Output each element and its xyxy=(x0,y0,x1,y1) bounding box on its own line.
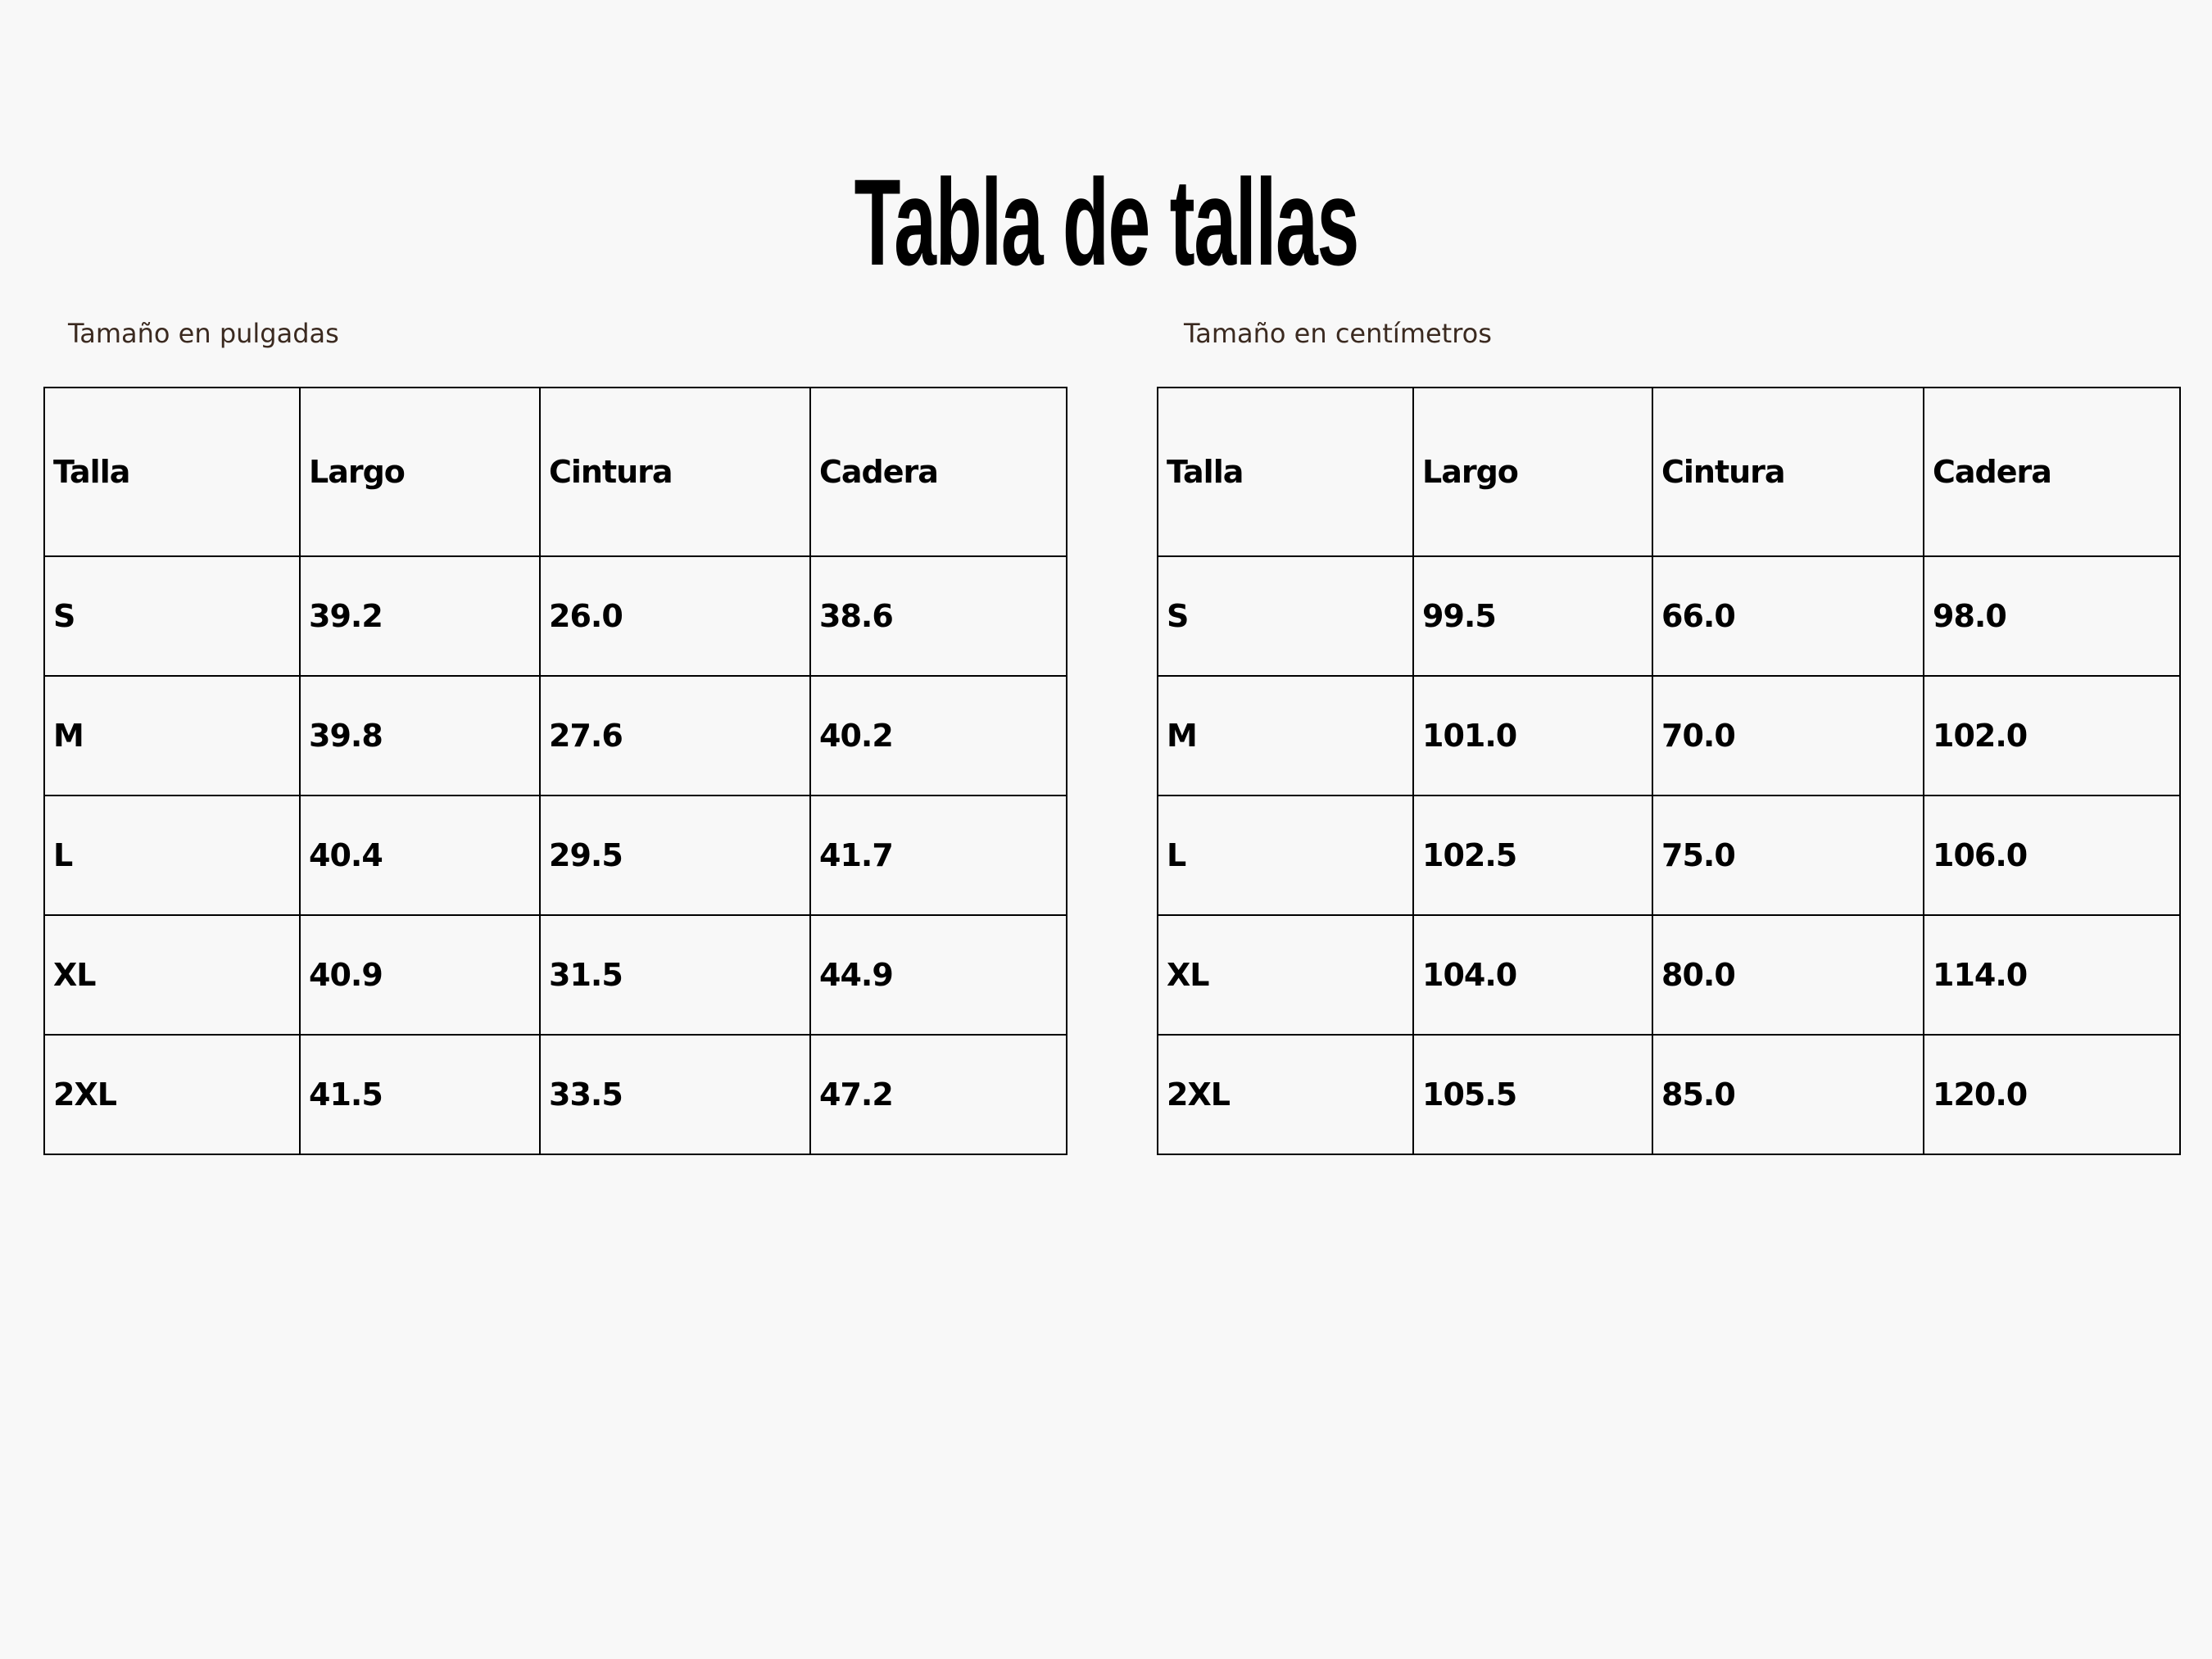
size-table-inches: Talla Largo Cintura Cadera S 39.2 26.0 38.6 M 39.… xyxy=(43,387,1067,1155)
table-cell: 105.5 xyxy=(1412,1034,1653,1155)
table-cell: 40.2 xyxy=(809,675,1067,796)
cm-caption: Tamaño en centímetros xyxy=(1184,318,1492,349)
table-cell: 29.5 xyxy=(539,795,811,916)
table-cell: L xyxy=(43,795,301,916)
inches-caption: Tamaño en pulgadas xyxy=(68,318,339,349)
column-header: Largo xyxy=(1412,387,1653,557)
table-row: S 99.5 66.0 98.0 xyxy=(1157,555,2181,677)
column-header: Cadera xyxy=(809,387,1067,557)
size-table-cm: Talla Largo Cintura Cadera S 99.5 66.0 98.0 M 101… xyxy=(1157,387,2181,1155)
table-cell: 31.5 xyxy=(539,914,811,1036)
table-cell: 27.6 xyxy=(539,675,811,796)
table-cell: 66.0 xyxy=(1652,555,1924,677)
table-cell: L xyxy=(1157,795,1414,916)
table-cell: M xyxy=(43,675,301,796)
table-row: L 102.5 75.0 106.0 xyxy=(1157,795,2181,916)
table-cell: XL xyxy=(1157,914,1414,1036)
table-cell: 38.6 xyxy=(809,555,1067,677)
header-row: Talla Largo Cintura Cadera xyxy=(1157,387,2181,557)
table-cell: 114.0 xyxy=(1923,914,2181,1036)
table-cell: 39.2 xyxy=(299,555,541,677)
table-cell: 41.5 xyxy=(299,1034,541,1155)
table-cell: 2XL xyxy=(43,1034,301,1155)
table-row: S 39.2 26.0 38.6 xyxy=(43,555,1067,677)
column-header: Cintura xyxy=(539,387,811,557)
table-cell: 40.4 xyxy=(299,795,541,916)
table-row: 2XL 105.5 85.0 120.0 xyxy=(1157,1034,2181,1155)
table-cell: 40.9 xyxy=(299,914,541,1036)
table-cell: 85.0 xyxy=(1652,1034,1924,1155)
table-cell: 2XL xyxy=(1157,1034,1414,1155)
table-cell: 102.0 xyxy=(1923,675,2181,796)
table-cell: 106.0 xyxy=(1923,795,2181,916)
table-cell: 41.7 xyxy=(809,795,1067,916)
column-header: Cadera xyxy=(1923,387,2181,557)
header-row: Talla Largo Cintura Cadera xyxy=(43,387,1067,557)
table-cell: XL xyxy=(43,914,301,1036)
table-row: M 101.0 70.0 102.0 xyxy=(1157,675,2181,796)
table-cell: 98.0 xyxy=(1923,555,2181,677)
table-cell: 33.5 xyxy=(539,1034,811,1155)
table-cell: S xyxy=(43,555,301,677)
column-header: Largo xyxy=(299,387,541,557)
table-cell: 104.0 xyxy=(1412,914,1653,1036)
table-cell: M xyxy=(1157,675,1414,796)
table-cell: 70.0 xyxy=(1652,675,1924,796)
table-cell: 101.0 xyxy=(1412,675,1653,796)
page-title-text: Tabla de tallas xyxy=(854,153,1359,291)
table-cell: 44.9 xyxy=(809,914,1067,1036)
table-cell: 47.2 xyxy=(809,1034,1067,1155)
column-header: Talla xyxy=(43,387,301,557)
table-cell: 99.5 xyxy=(1412,555,1653,677)
table-row: XL 104.0 80.0 114.0 xyxy=(1157,914,2181,1036)
table-row: XL 40.9 31.5 44.9 xyxy=(43,914,1067,1036)
table-cell: S xyxy=(1157,555,1414,677)
column-header: Talla xyxy=(1157,387,1414,557)
table-row: 2XL 41.5 33.5 47.2 xyxy=(43,1034,1067,1155)
table-cell: 39.8 xyxy=(299,675,541,796)
table-row: L 40.4 29.5 41.7 xyxy=(43,795,1067,916)
table-cell: 75.0 xyxy=(1652,795,1924,916)
page-title: Tabla de tallas xyxy=(0,161,2212,283)
column-header: Cintura xyxy=(1652,387,1924,557)
table-cell: 80.0 xyxy=(1652,914,1924,1036)
table-cell: 120.0 xyxy=(1923,1034,2181,1155)
table-row: M 39.8 27.6 40.2 xyxy=(43,675,1067,796)
table-cell: 26.0 xyxy=(539,555,811,677)
table-cell: 102.5 xyxy=(1412,795,1653,916)
